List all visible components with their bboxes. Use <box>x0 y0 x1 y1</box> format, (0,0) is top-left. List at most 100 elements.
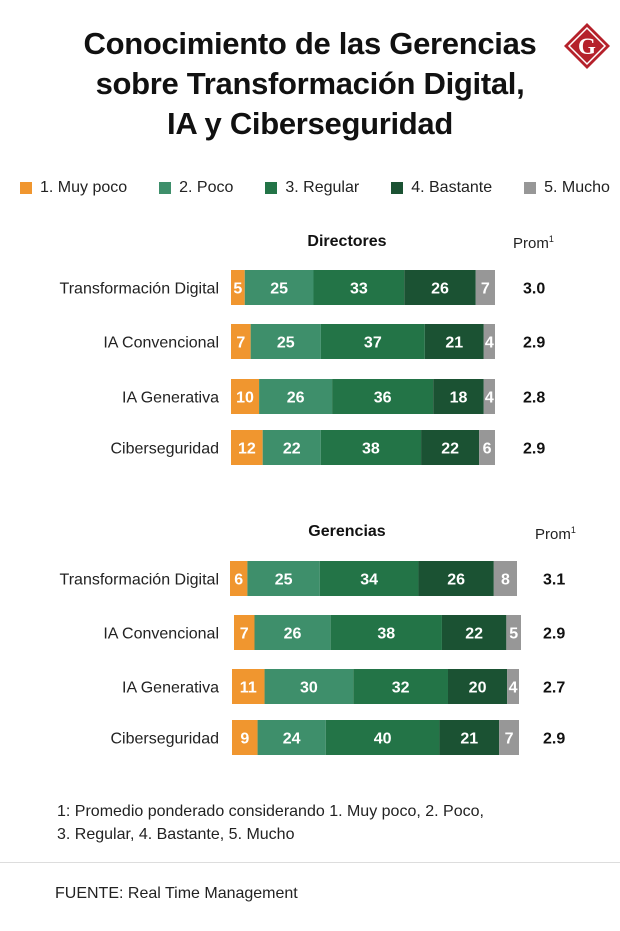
bar-value-label: 4 <box>485 390 494 407</box>
bar-segment-1 <box>232 720 258 755</box>
bar-value-label: 6 <box>483 441 492 458</box>
bar-segment-2 <box>259 379 333 414</box>
bar-segment-3 <box>325 720 440 755</box>
legend-item-4: 4. Bastante <box>391 179 492 197</box>
category-label: Transformación Digital <box>60 281 219 298</box>
bar-segment-2 <box>264 669 354 704</box>
legend-item-5: 5. Mucho <box>524 179 610 197</box>
average-value: 2.8 <box>523 390 545 407</box>
avg-header: Prom1 <box>513 234 554 252</box>
bar-segment-3 <box>319 561 419 596</box>
title-line-3: IA y Ciberseguridad <box>167 106 453 141</box>
avg-header: Prom1 <box>535 525 576 543</box>
bar-value-label: 20 <box>469 680 487 697</box>
bar-value-label: 22 <box>465 626 483 643</box>
bar-segment-2 <box>244 270 314 305</box>
average-value: 3.1 <box>543 572 565 589</box>
bar-segment-2 <box>250 324 321 359</box>
footnote-line-2: 3. Regular, 4. Bastante, 5. Mucho <box>57 826 295 843</box>
bar-value-label: 7 <box>505 731 514 748</box>
bar-segment-2 <box>247 561 320 596</box>
panel-title: Directores <box>307 233 386 250</box>
average-value: 2.9 <box>543 626 565 643</box>
bar-segment-1 <box>232 669 265 704</box>
bar-segment-4 <box>439 720 500 755</box>
chart-title: Conocimiento de las Gerencias sobre Tran… <box>40 24 580 144</box>
bar-value-label: 38 <box>362 441 380 458</box>
legend-swatch <box>391 182 404 194</box>
legend-swatch <box>20 182 32 194</box>
bar-value-label: 11 <box>240 680 257 697</box>
bar-segment-1 <box>231 430 263 465</box>
bar-value-label: 5 <box>233 281 242 298</box>
bar-value-label: 21 <box>445 335 463 352</box>
bar-value-label: 38 <box>377 626 395 643</box>
bar-segment-5 <box>506 615 521 650</box>
bar-value-label: 21 <box>460 731 478 748</box>
bar-value-label: 26 <box>284 626 302 643</box>
bar-segment-3 <box>313 270 405 305</box>
bar-value-label: 12 <box>238 441 256 458</box>
avg-header-note: 1 <box>571 525 576 535</box>
bar-value-label: 36 <box>374 390 392 407</box>
footnote: 1: Promedio ponderado considerando 1. Mu… <box>57 800 557 846</box>
legend-label: 1. Muy poco <box>40 179 128 196</box>
bar-segment-5 <box>507 669 519 704</box>
bar-segment-1 <box>230 561 248 596</box>
category-label: IA Convencional <box>103 335 219 352</box>
bar-value-label: 22 <box>283 441 301 458</box>
legend-label: 5. Mucho <box>544 179 610 196</box>
bar-segment-2 <box>257 720 326 755</box>
source-text: FUENTE: Real Time Management <box>55 885 298 902</box>
footnote-line-1: 1: Promedio ponderado considerando 1. Mu… <box>57 803 484 820</box>
bar-value-label: 25 <box>270 281 288 298</box>
category-label: IA Generativa <box>122 680 219 697</box>
bar-segment-4 <box>424 324 484 359</box>
bar-value-label: 37 <box>364 335 382 352</box>
g-diamond-icon: G <box>564 23 610 69</box>
category-label: Transformación Digital <box>60 572 219 589</box>
bar-value-label: 34 <box>360 572 378 589</box>
bar-value-label: 40 <box>374 731 392 748</box>
legend-label: 3. Regular <box>285 179 360 196</box>
category-label: IA Convencional <box>103 626 219 643</box>
bar-segment-5 <box>483 324 495 359</box>
stacked-bar-chart: Directores Prom1 Transformación Digital 5 25… <box>60 233 576 755</box>
average-value: 2.7 <box>543 680 565 697</box>
bar-segment-3 <box>353 669 448 704</box>
category-label: IA Generativa <box>122 390 219 407</box>
bar-segment-1 <box>234 615 255 650</box>
bar-segment-5 <box>499 720 519 755</box>
bar-value-label: 10 <box>236 390 254 407</box>
bar-segment-5 <box>493 561 517 596</box>
panel-title: Gerencias <box>308 523 385 540</box>
bar-value-label: 33 <box>350 281 368 298</box>
bar-segment-1 <box>231 324 251 359</box>
bar-value-label: 24 <box>283 731 301 748</box>
bar-segment-4 <box>433 379 484 414</box>
bar-segment-5 <box>479 430 495 465</box>
bar-value-label: 8 <box>501 572 510 589</box>
bar-value-label: 25 <box>275 572 293 589</box>
bar-value-label: 6 <box>234 572 243 589</box>
category-label: Ciberseguridad <box>110 441 219 458</box>
bar-segment-4 <box>447 669 508 704</box>
bar-value-label: 30 <box>300 680 318 697</box>
bar-value-label: 4 <box>485 335 494 352</box>
average-value: 2.9 <box>523 335 545 352</box>
bar-segment-2 <box>262 430 321 465</box>
category-label: Ciberseguridad <box>110 731 219 748</box>
bar-segment-3 <box>320 430 422 465</box>
legend-item-1: 1. Muy poco <box>20 179 127 197</box>
legend: 1. Muy poco 2. Poco 3. Regular 4. Bastante 5… <box>20 177 610 199</box>
bar-segment-3 <box>330 615 442 650</box>
bar-segment-1 <box>231 270 245 305</box>
bar-value-label: 5 <box>509 626 518 643</box>
bar-value-label: 7 <box>236 335 245 352</box>
bar-value-label: 25 <box>277 335 295 352</box>
average-value: 3.0 <box>523 281 545 298</box>
average-value: 2.9 <box>523 441 545 458</box>
bar-value-label: 26 <box>287 390 305 407</box>
bar-value-label: 4 <box>509 680 518 697</box>
legend-item-3: 3. Regular <box>265 179 359 197</box>
